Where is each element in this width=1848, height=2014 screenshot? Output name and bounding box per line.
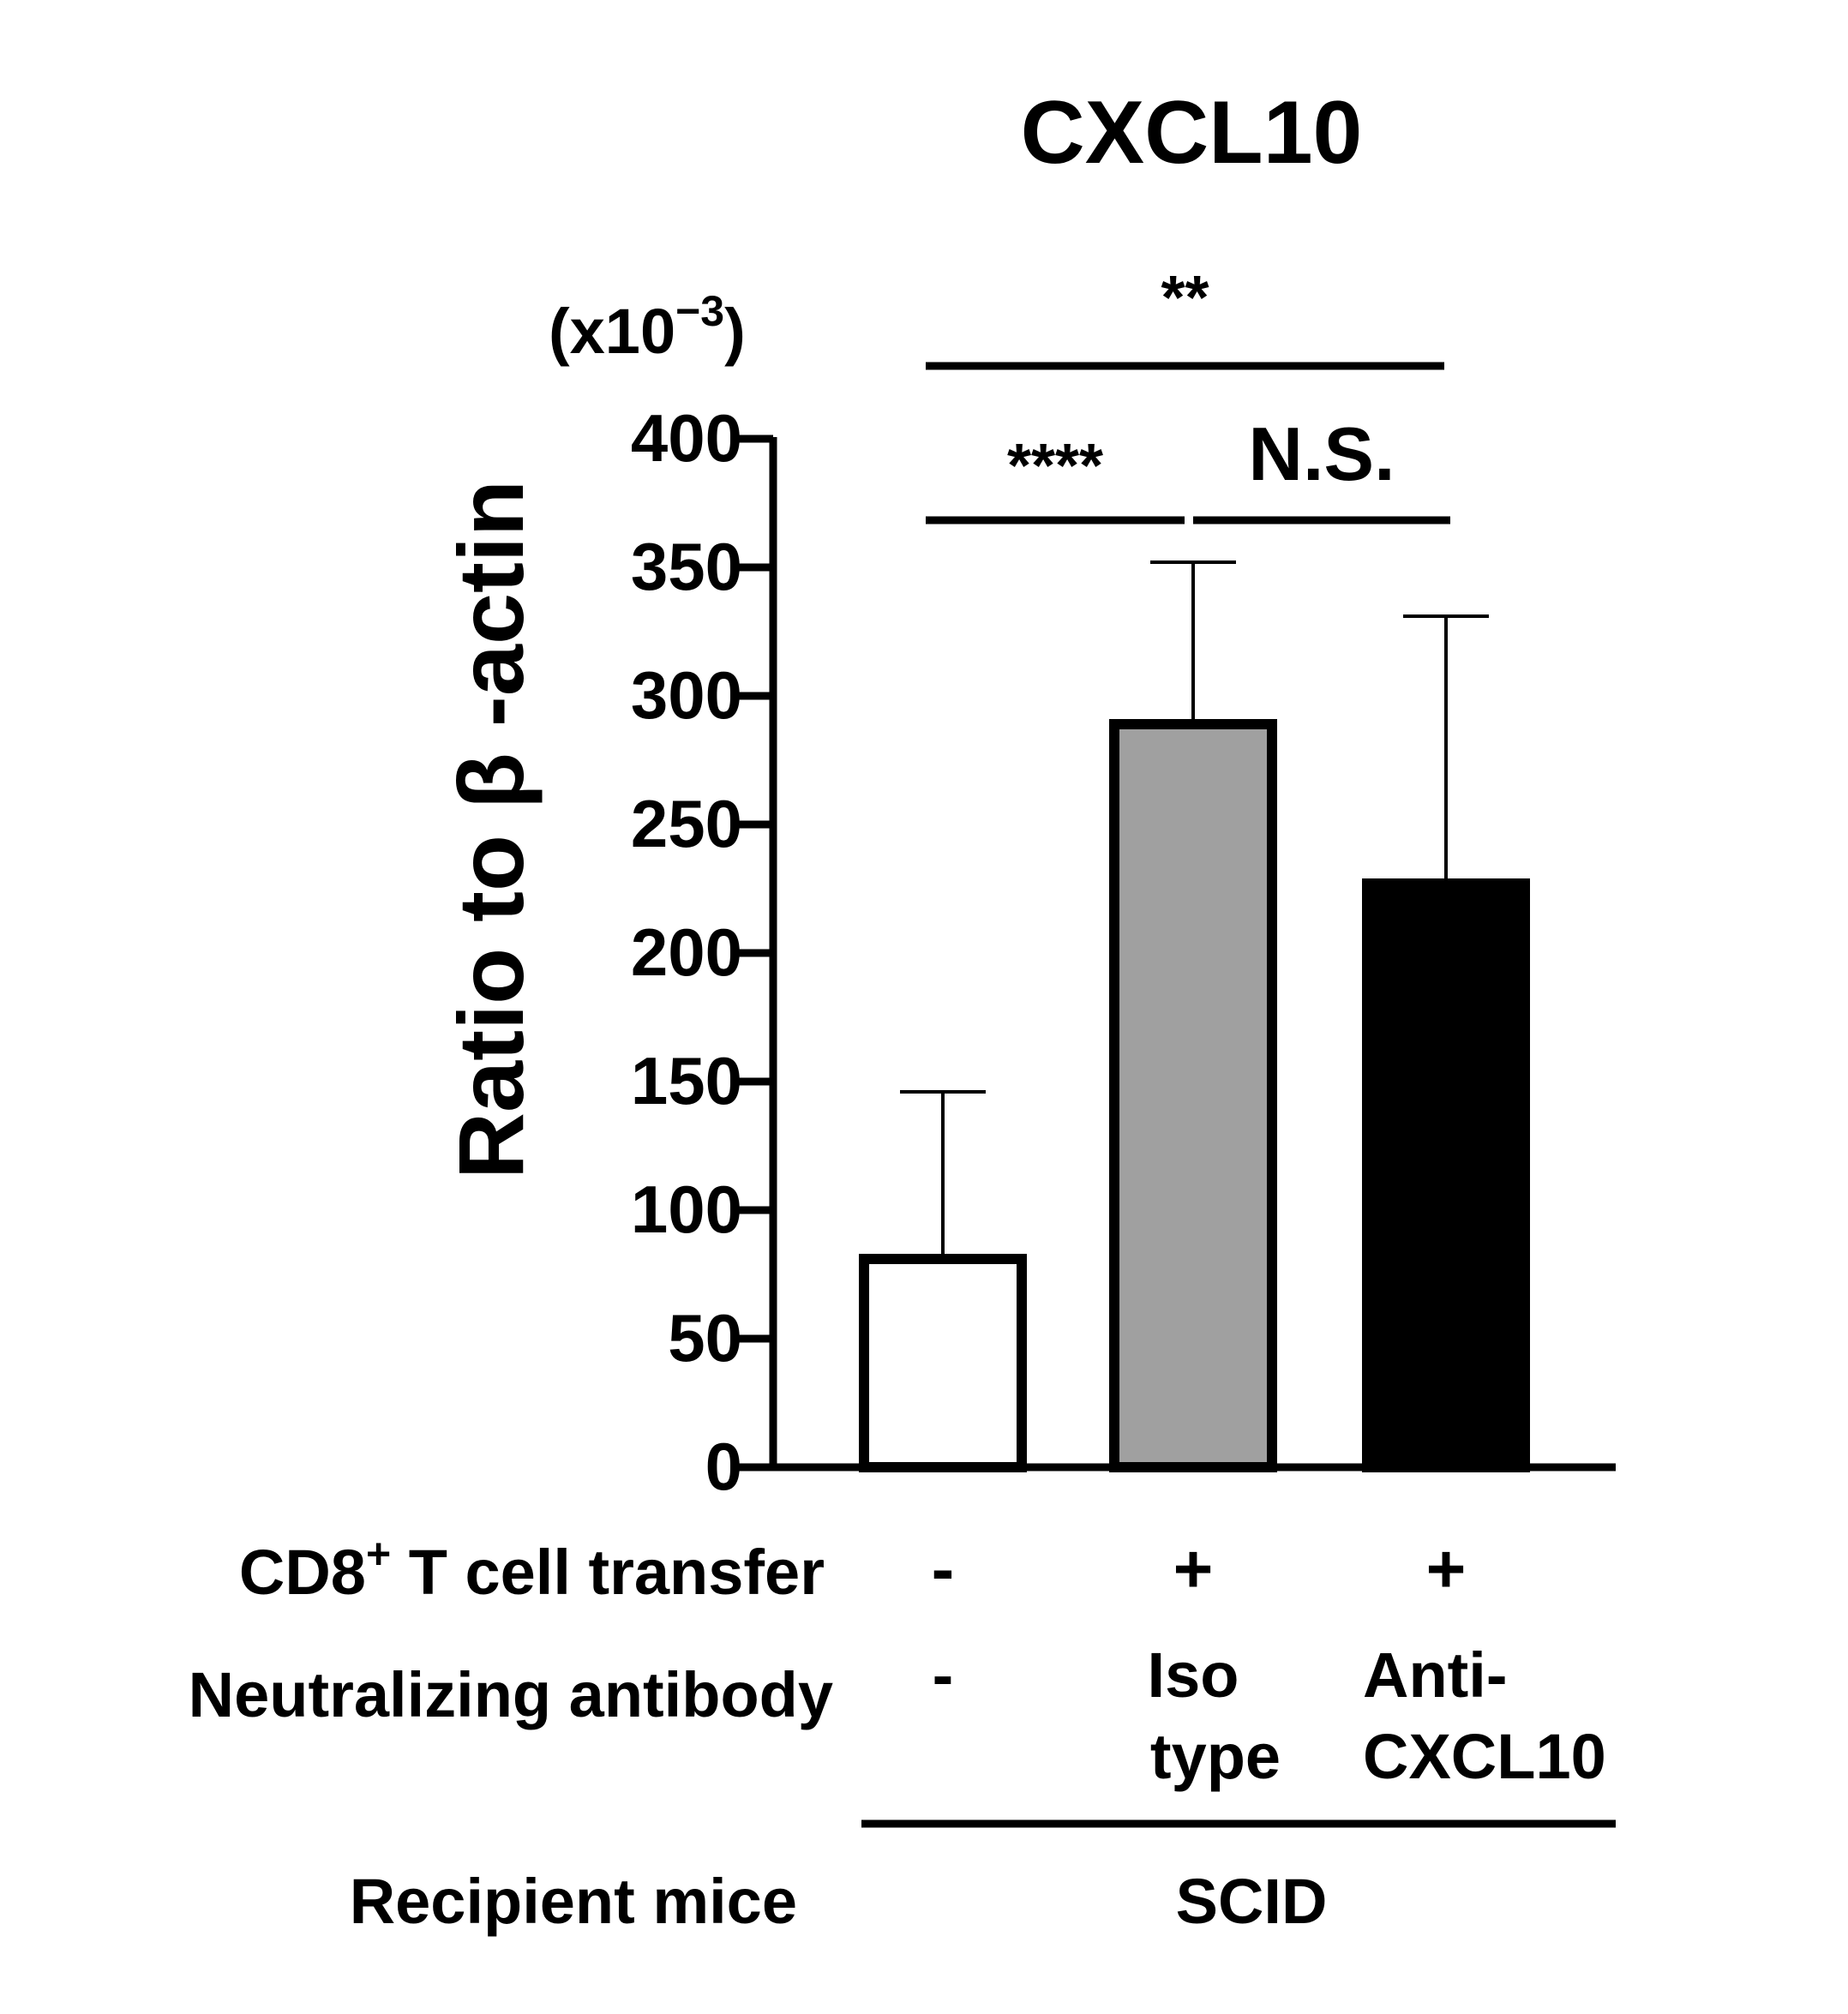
bar bbox=[1362, 878, 1530, 1472]
bar bbox=[859, 1254, 1027, 1472]
error-bars bbox=[900, 560, 1489, 1259]
y-tick-label: 200 bbox=[631, 914, 742, 990]
y-tick-label: 350 bbox=[631, 529, 742, 604]
y-tick-label: 250 bbox=[631, 786, 742, 861]
significance-label: **** bbox=[1007, 432, 1103, 501]
cd8-value: + bbox=[1426, 1531, 1467, 1607]
y-unit-label: (x10−3) bbox=[549, 287, 746, 367]
cd8-transfer-label: CD8+ T cell transfer bbox=[239, 1530, 825, 1608]
significance-label: N.S. bbox=[1248, 411, 1395, 496]
y-tick-label: 50 bbox=[668, 1300, 742, 1376]
antibody-value: - bbox=[933, 1639, 954, 1711]
cd8-prefix: CD8 bbox=[239, 1537, 366, 1608]
y-unit-exponent: −3 bbox=[675, 287, 724, 335]
cd8-suffix: T cell transfer bbox=[391, 1537, 825, 1608]
y-unit-base: (x10 bbox=[549, 296, 675, 367]
neutralizing-antibody-label: Neutralizing antibody bbox=[189, 1659, 833, 1730]
significance-annotations: ****** N.S. bbox=[926, 264, 1450, 524]
chart-title: CXCL10 bbox=[1021, 83, 1363, 183]
y-tick-label: 150 bbox=[631, 1043, 742, 1118]
recipient-value: SCID bbox=[1176, 1866, 1328, 1937]
y-tick-label: 400 bbox=[631, 400, 742, 476]
y-unit-close: ) bbox=[724, 296, 746, 367]
y-tick-label: 300 bbox=[631, 657, 742, 733]
cd8-value: + bbox=[1173, 1531, 1214, 1607]
condition-rows: - + + - Iso type Anti- CXCL10 bbox=[932, 1531, 1606, 1792]
significance-label: ** bbox=[1161, 264, 1209, 333]
bar bbox=[1109, 719, 1277, 1472]
recipient-mice-label: Recipient mice bbox=[350, 1866, 797, 1937]
y-axis-label: Ratio to β -actin bbox=[439, 480, 543, 1179]
bars bbox=[859, 719, 1530, 1472]
antibody-value: CXCL10 bbox=[1363, 1721, 1606, 1792]
antibody-value: Anti- bbox=[1363, 1639, 1508, 1711]
antibody-value: type bbox=[1150, 1721, 1281, 1792]
antibody-value: Iso bbox=[1148, 1639, 1239, 1711]
cd8-superscript: + bbox=[366, 1530, 391, 1578]
y-tick-label: 100 bbox=[631, 1172, 742, 1247]
cd8-value: - bbox=[932, 1531, 955, 1607]
